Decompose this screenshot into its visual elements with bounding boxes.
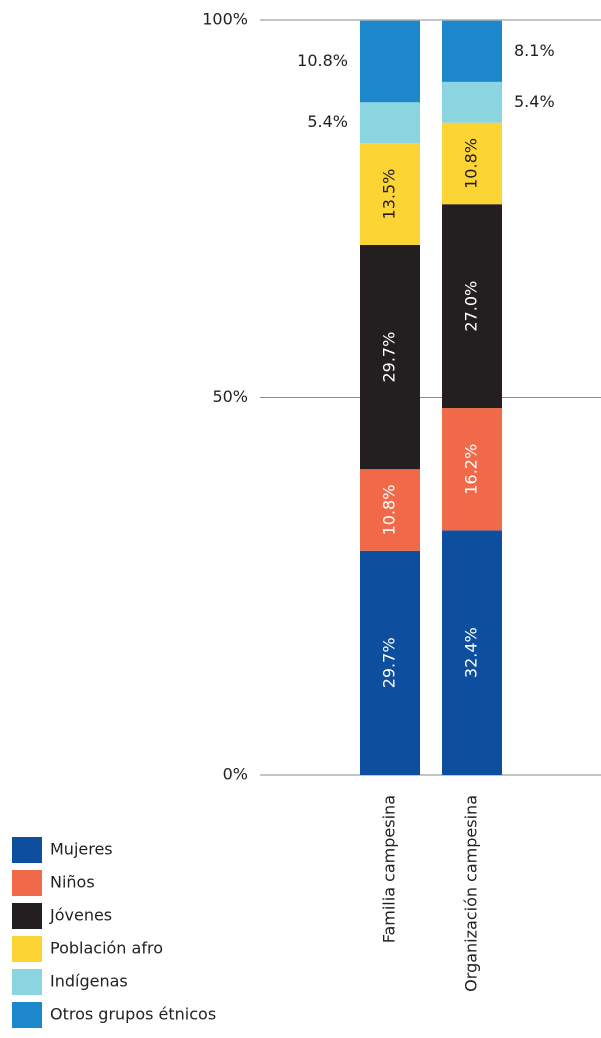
bar-segment bbox=[442, 81, 502, 123]
value-label: 10.8% bbox=[297, 51, 348, 70]
legend-label: Población afro bbox=[50, 939, 163, 958]
x-tick-label: Familia campesina bbox=[380, 795, 399, 943]
value-label: 13.5% bbox=[380, 169, 399, 220]
bar-segment bbox=[360, 244, 420, 470]
y-tick-label: 100% bbox=[202, 10, 248, 29]
value-label: 5.4% bbox=[307, 112, 348, 131]
bar-segment bbox=[360, 469, 420, 551]
legend-label: Niños bbox=[50, 873, 95, 892]
legend-swatch bbox=[12, 1002, 42, 1028]
value-label: 29.7% bbox=[380, 332, 399, 383]
y-tick-label: 50% bbox=[212, 387, 248, 406]
legend-swatch bbox=[12, 969, 42, 995]
value-label: 10.8% bbox=[462, 138, 481, 189]
bar-segment bbox=[442, 530, 502, 775]
x-tick-label: Organización campesina bbox=[462, 795, 481, 992]
legend-label: Mujeres bbox=[50, 840, 113, 859]
legend-label: Otros grupos étnicos bbox=[50, 1005, 216, 1024]
bar-segment bbox=[442, 204, 502, 409]
value-label: 27.0% bbox=[462, 281, 481, 332]
bar-segment bbox=[360, 143, 420, 245]
legend-swatch bbox=[12, 837, 42, 863]
value-label: 32.4% bbox=[462, 627, 481, 678]
legend-swatch bbox=[12, 936, 42, 962]
value-label: 5.4% bbox=[514, 92, 555, 111]
legend-swatch bbox=[12, 870, 42, 896]
bar-segment bbox=[360, 20, 420, 103]
bar-segment bbox=[442, 408, 502, 531]
legend-label: Jóvenes bbox=[49, 906, 112, 925]
value-label: 8.1% bbox=[514, 41, 555, 60]
bar-segment bbox=[442, 122, 502, 205]
legend-swatch bbox=[12, 903, 42, 929]
value-label: 10.8% bbox=[380, 485, 399, 536]
y-tick-label: 0% bbox=[223, 765, 248, 784]
bar-segment bbox=[360, 102, 420, 144]
value-label: 29.7% bbox=[380, 637, 399, 688]
value-label: 16.2% bbox=[462, 444, 481, 495]
bar-segment bbox=[360, 550, 420, 775]
legend-label: Indígenas bbox=[50, 972, 128, 991]
bar-segment bbox=[442, 20, 502, 82]
